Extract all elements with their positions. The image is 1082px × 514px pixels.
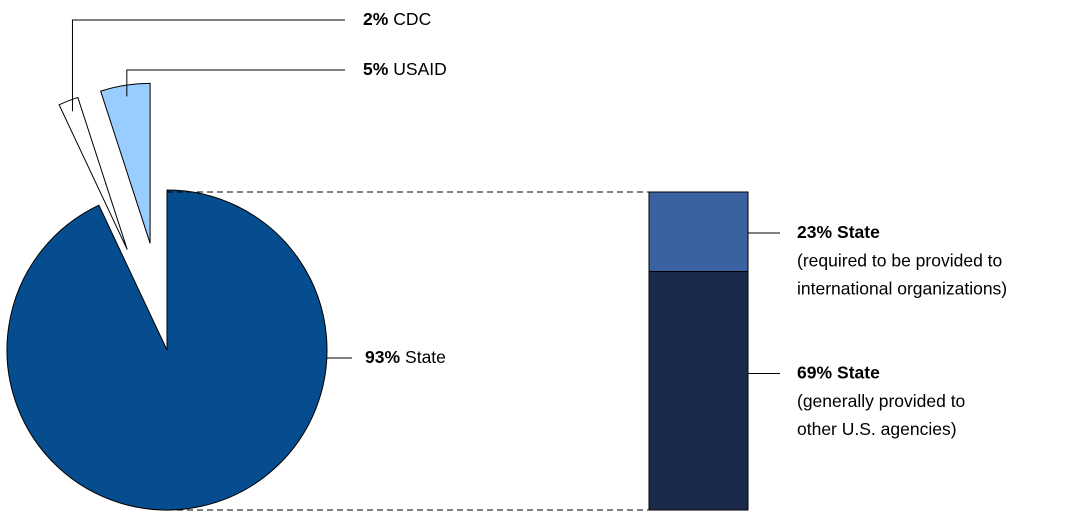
slice-label: 2% CDC [363,9,431,29]
leader-line [71,19,345,112]
slice-label: 93% State [365,347,446,367]
segment-description: other U.S. agencies) [797,419,957,439]
value-label: 5% [363,59,389,79]
category-label: State [837,362,880,382]
pie-slice [100,82,151,244]
value-label: 93% [365,347,400,367]
bar-segment [648,191,749,272]
slice-label: 5% USAID [363,59,447,79]
bar-segment [648,271,749,511]
pie-slice [6,189,328,511]
value-label: 69% [797,362,832,382]
value-label: 2% [363,9,389,29]
slice-label: 69% State [797,362,880,382]
category-label: State [405,347,446,367]
leader-line [126,69,345,97]
segment-description: (generally provided to [797,391,965,411]
pie-slice [58,96,128,250]
segment-description: (required to be provided to [797,251,1002,271]
slice-label: 23% State [797,222,880,242]
category-label: State [837,222,880,242]
category-label: CDC [393,9,431,29]
category-label: USAID [393,59,446,79]
segment-description: international organizations) [797,279,1007,299]
value-label: 23% [797,222,832,242]
